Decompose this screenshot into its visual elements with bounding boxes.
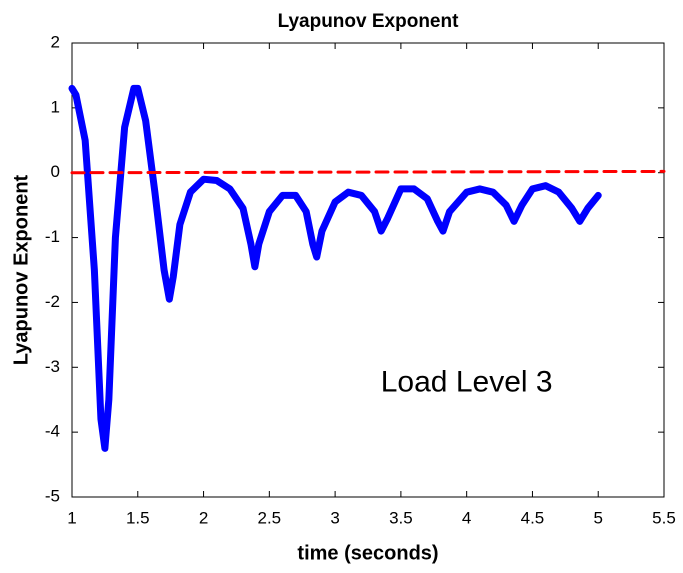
x-tick-label: 2.5 xyxy=(258,508,282,527)
x-tick-label: 4 xyxy=(462,508,471,527)
x-tick-label: 2 xyxy=(199,508,208,527)
plot-frame xyxy=(71,42,665,498)
x-tick-label: 5 xyxy=(593,508,602,527)
x-tick-label: 3.5 xyxy=(389,508,413,527)
y-tick-label: 2 xyxy=(51,32,60,51)
y-tick-label: -5 xyxy=(45,486,60,505)
y-tick-label: 1 xyxy=(51,97,60,116)
y-tick-label: -2 xyxy=(45,292,60,311)
y-axis-label: Lyapunov Exponent xyxy=(10,174,32,365)
y-tick-label: 0 xyxy=(51,162,60,181)
y-tick-label: -4 xyxy=(45,422,60,441)
x-axis-label: time (seconds) xyxy=(297,542,438,564)
x-tick-label: 4.5 xyxy=(521,508,545,527)
x-tick-label: 5.5 xyxy=(652,508,676,527)
annotation: Load Level 3 xyxy=(381,365,553,398)
reference-line xyxy=(70,169,666,175)
y-tick-label: -3 xyxy=(45,357,60,376)
data-line xyxy=(68,84,602,452)
chart-title: Lyapunov Exponent xyxy=(278,11,460,32)
y-tick-label: -1 xyxy=(45,227,60,246)
x-tick-label: 1 xyxy=(67,508,76,527)
x-tick-label: 1.5 xyxy=(126,508,150,527)
x-tick-label: 3 xyxy=(330,508,339,527)
